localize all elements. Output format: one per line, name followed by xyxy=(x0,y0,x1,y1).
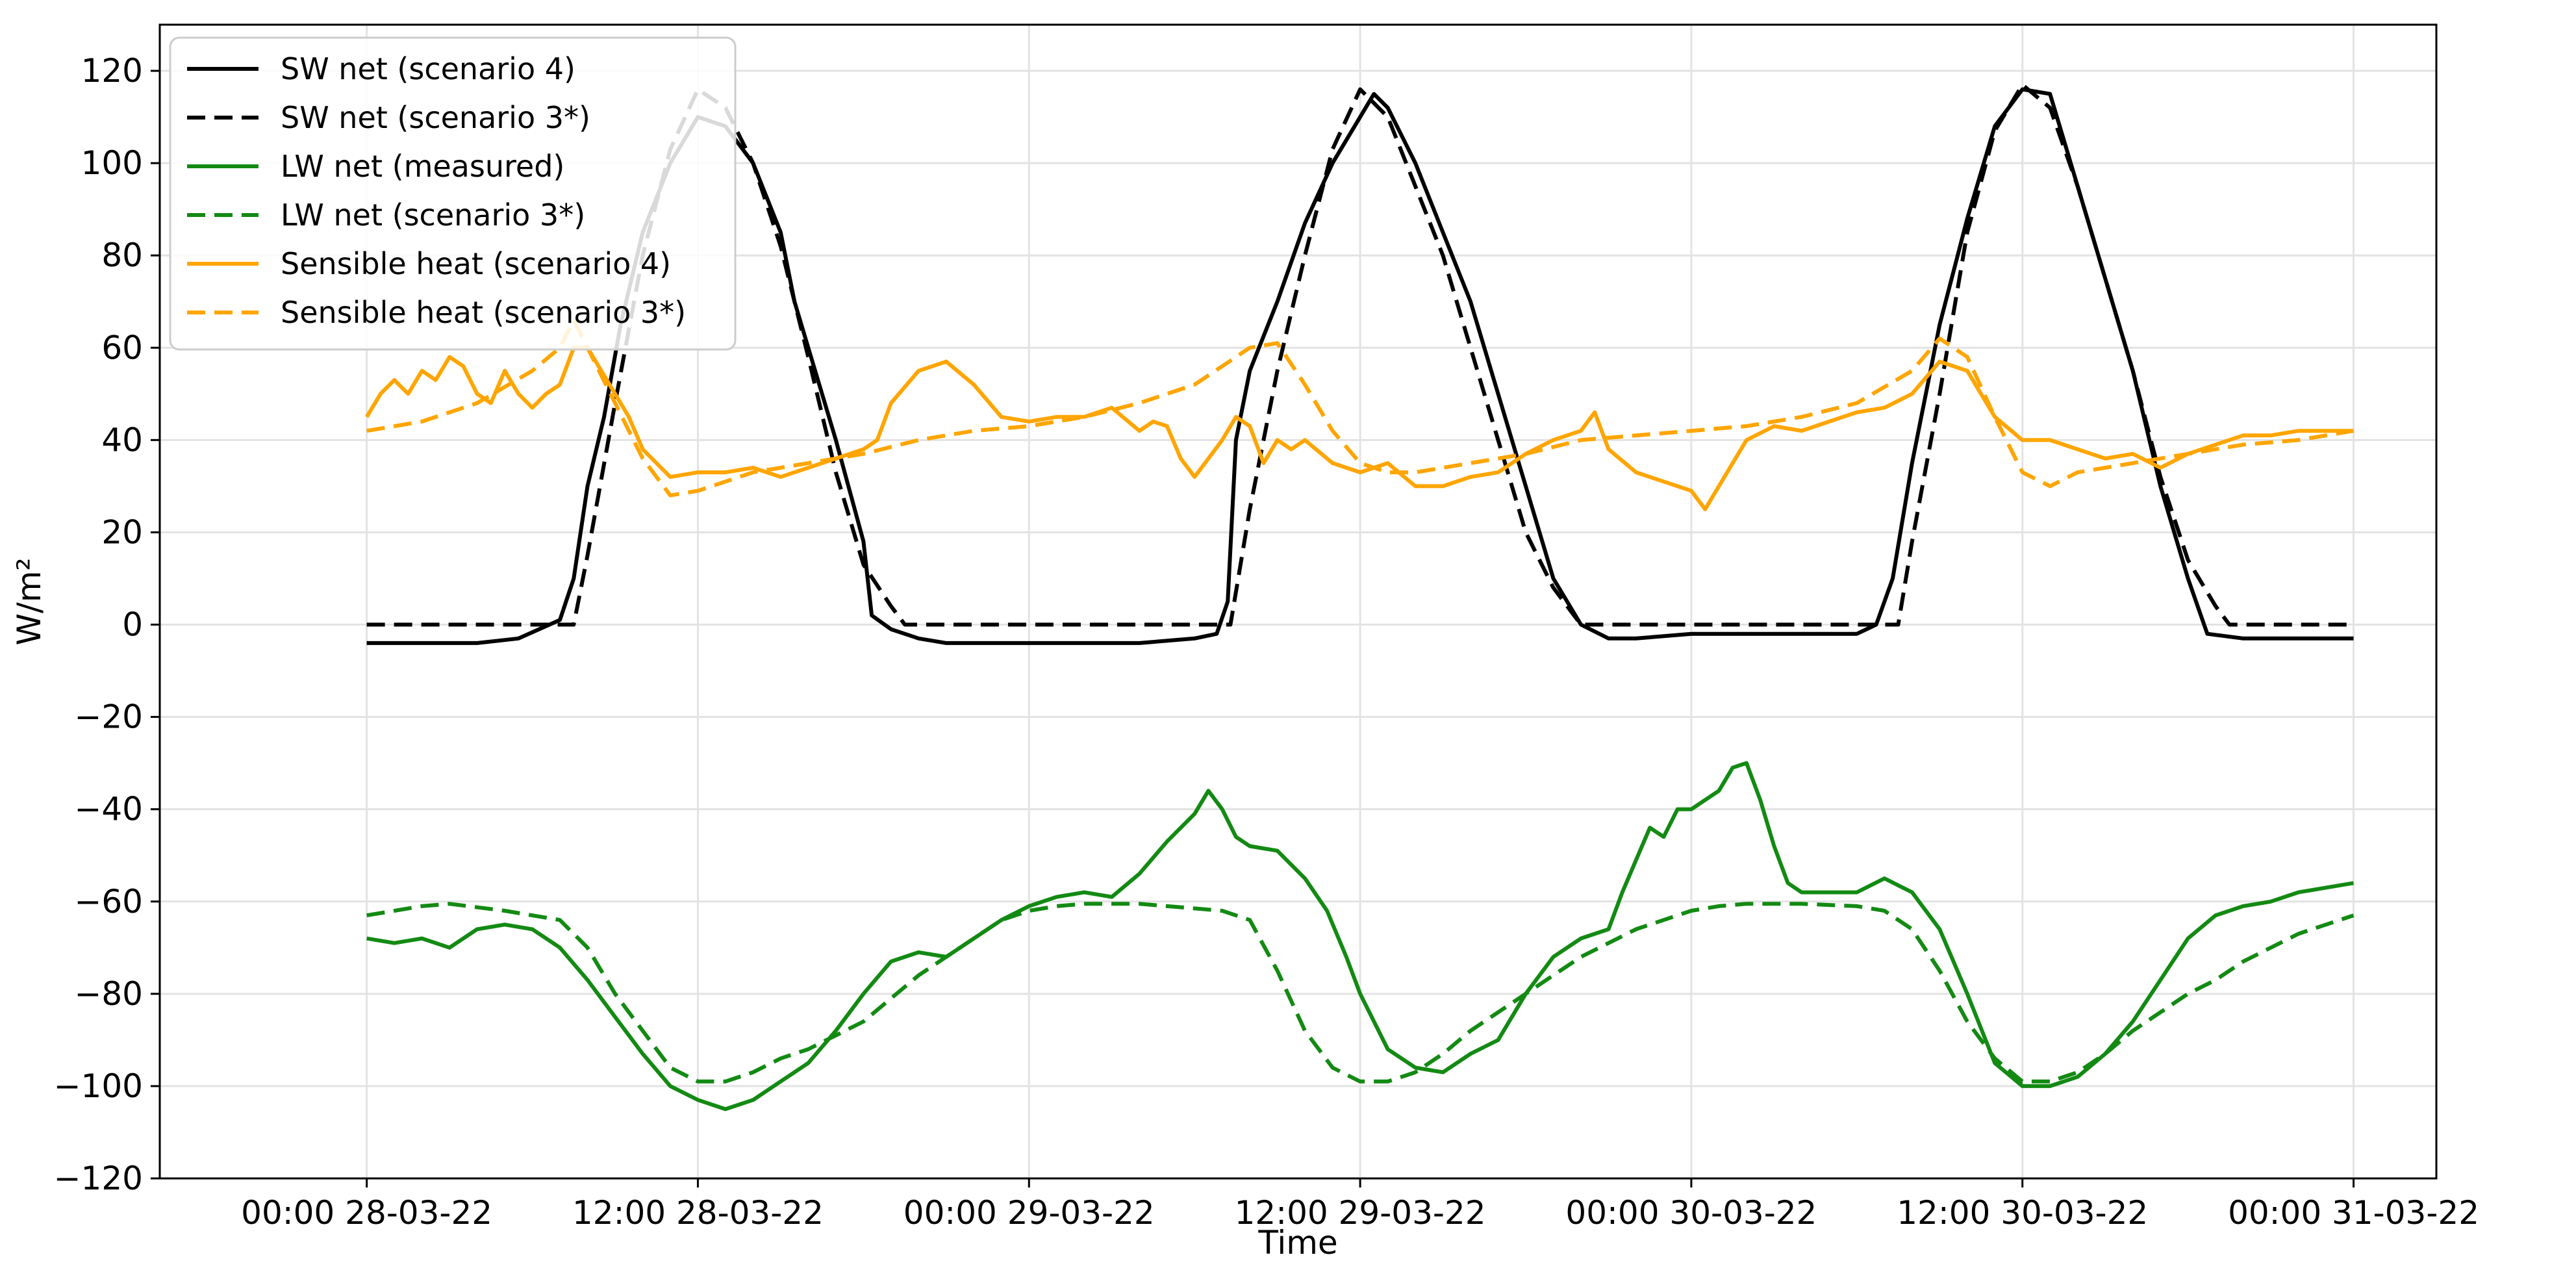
y-tick-label: −20 xyxy=(74,698,143,736)
legend-label: SW net (scenario 4) xyxy=(281,51,575,86)
legend: SW net (scenario 4) SW net (scenario 3*) L… xyxy=(169,36,737,351)
x-tick-label: 00:00 28-03-22 xyxy=(241,1194,492,1232)
legend-label: LW net (measured) xyxy=(281,149,564,184)
legend-label: Sensible heat (scenario 4) xyxy=(281,246,671,281)
x-axis-label: Time xyxy=(1257,1224,1337,1262)
y-axis-label: W/m² xyxy=(10,557,48,645)
y-tick-label: −40 xyxy=(74,791,143,828)
series-line-lw-net-measured xyxy=(366,761,2354,1112)
y-tick-label: 80 xyxy=(101,236,143,274)
x-tick-label: 00:00 30-03-22 xyxy=(1565,1194,1817,1232)
legend-label: SW net (scenario 3*) xyxy=(281,100,590,135)
x-tick-label: 00:00 29-03-22 xyxy=(903,1194,1155,1232)
y-axis: 120 100 80 60 40 20 0 −20 −40 −60 −80 −100 −120 xyxy=(54,52,160,1197)
x-tick-label: 12:00 30-03-22 xyxy=(1897,1194,2148,1232)
legend-label: LW net (scenario 3*) xyxy=(281,197,585,233)
y-tick-label: −120 xyxy=(54,1160,143,1197)
y-tick-label: −80 xyxy=(74,975,143,1013)
series-line-sw-net-scenario-3 xyxy=(366,83,2354,627)
y-tick-label: 100 xyxy=(81,144,143,182)
x-tick-label: 12:00 28-03-22 xyxy=(572,1194,824,1232)
x-axis: 00:00 28-03-22 12:00 28-03-22 00:00 29-03-… xyxy=(241,1178,2479,1232)
y-tick-label: 120 xyxy=(81,52,143,90)
legend-box xyxy=(169,36,737,351)
y-tick-label: 20 xyxy=(101,513,143,551)
legend-label: Sensible heat (scenario 3*) xyxy=(281,295,686,330)
x-tick-label: 00:00 31-03-22 xyxy=(2228,1194,2479,1232)
y-tick-label: 0 xyxy=(122,606,143,644)
y-tick-label: 60 xyxy=(101,329,143,366)
y-tick-label: −100 xyxy=(54,1067,143,1105)
series-line-lw-net-scenario-3 xyxy=(366,902,2355,1084)
series-line-sensible-heat-scenario-3 xyxy=(366,318,2354,498)
x-tick-label: 12:00 29-03-22 xyxy=(1235,1194,1486,1232)
y-tick-label: −60 xyxy=(74,883,143,921)
y-tick-label: 40 xyxy=(101,421,143,459)
axes-frame xyxy=(158,23,2438,1180)
